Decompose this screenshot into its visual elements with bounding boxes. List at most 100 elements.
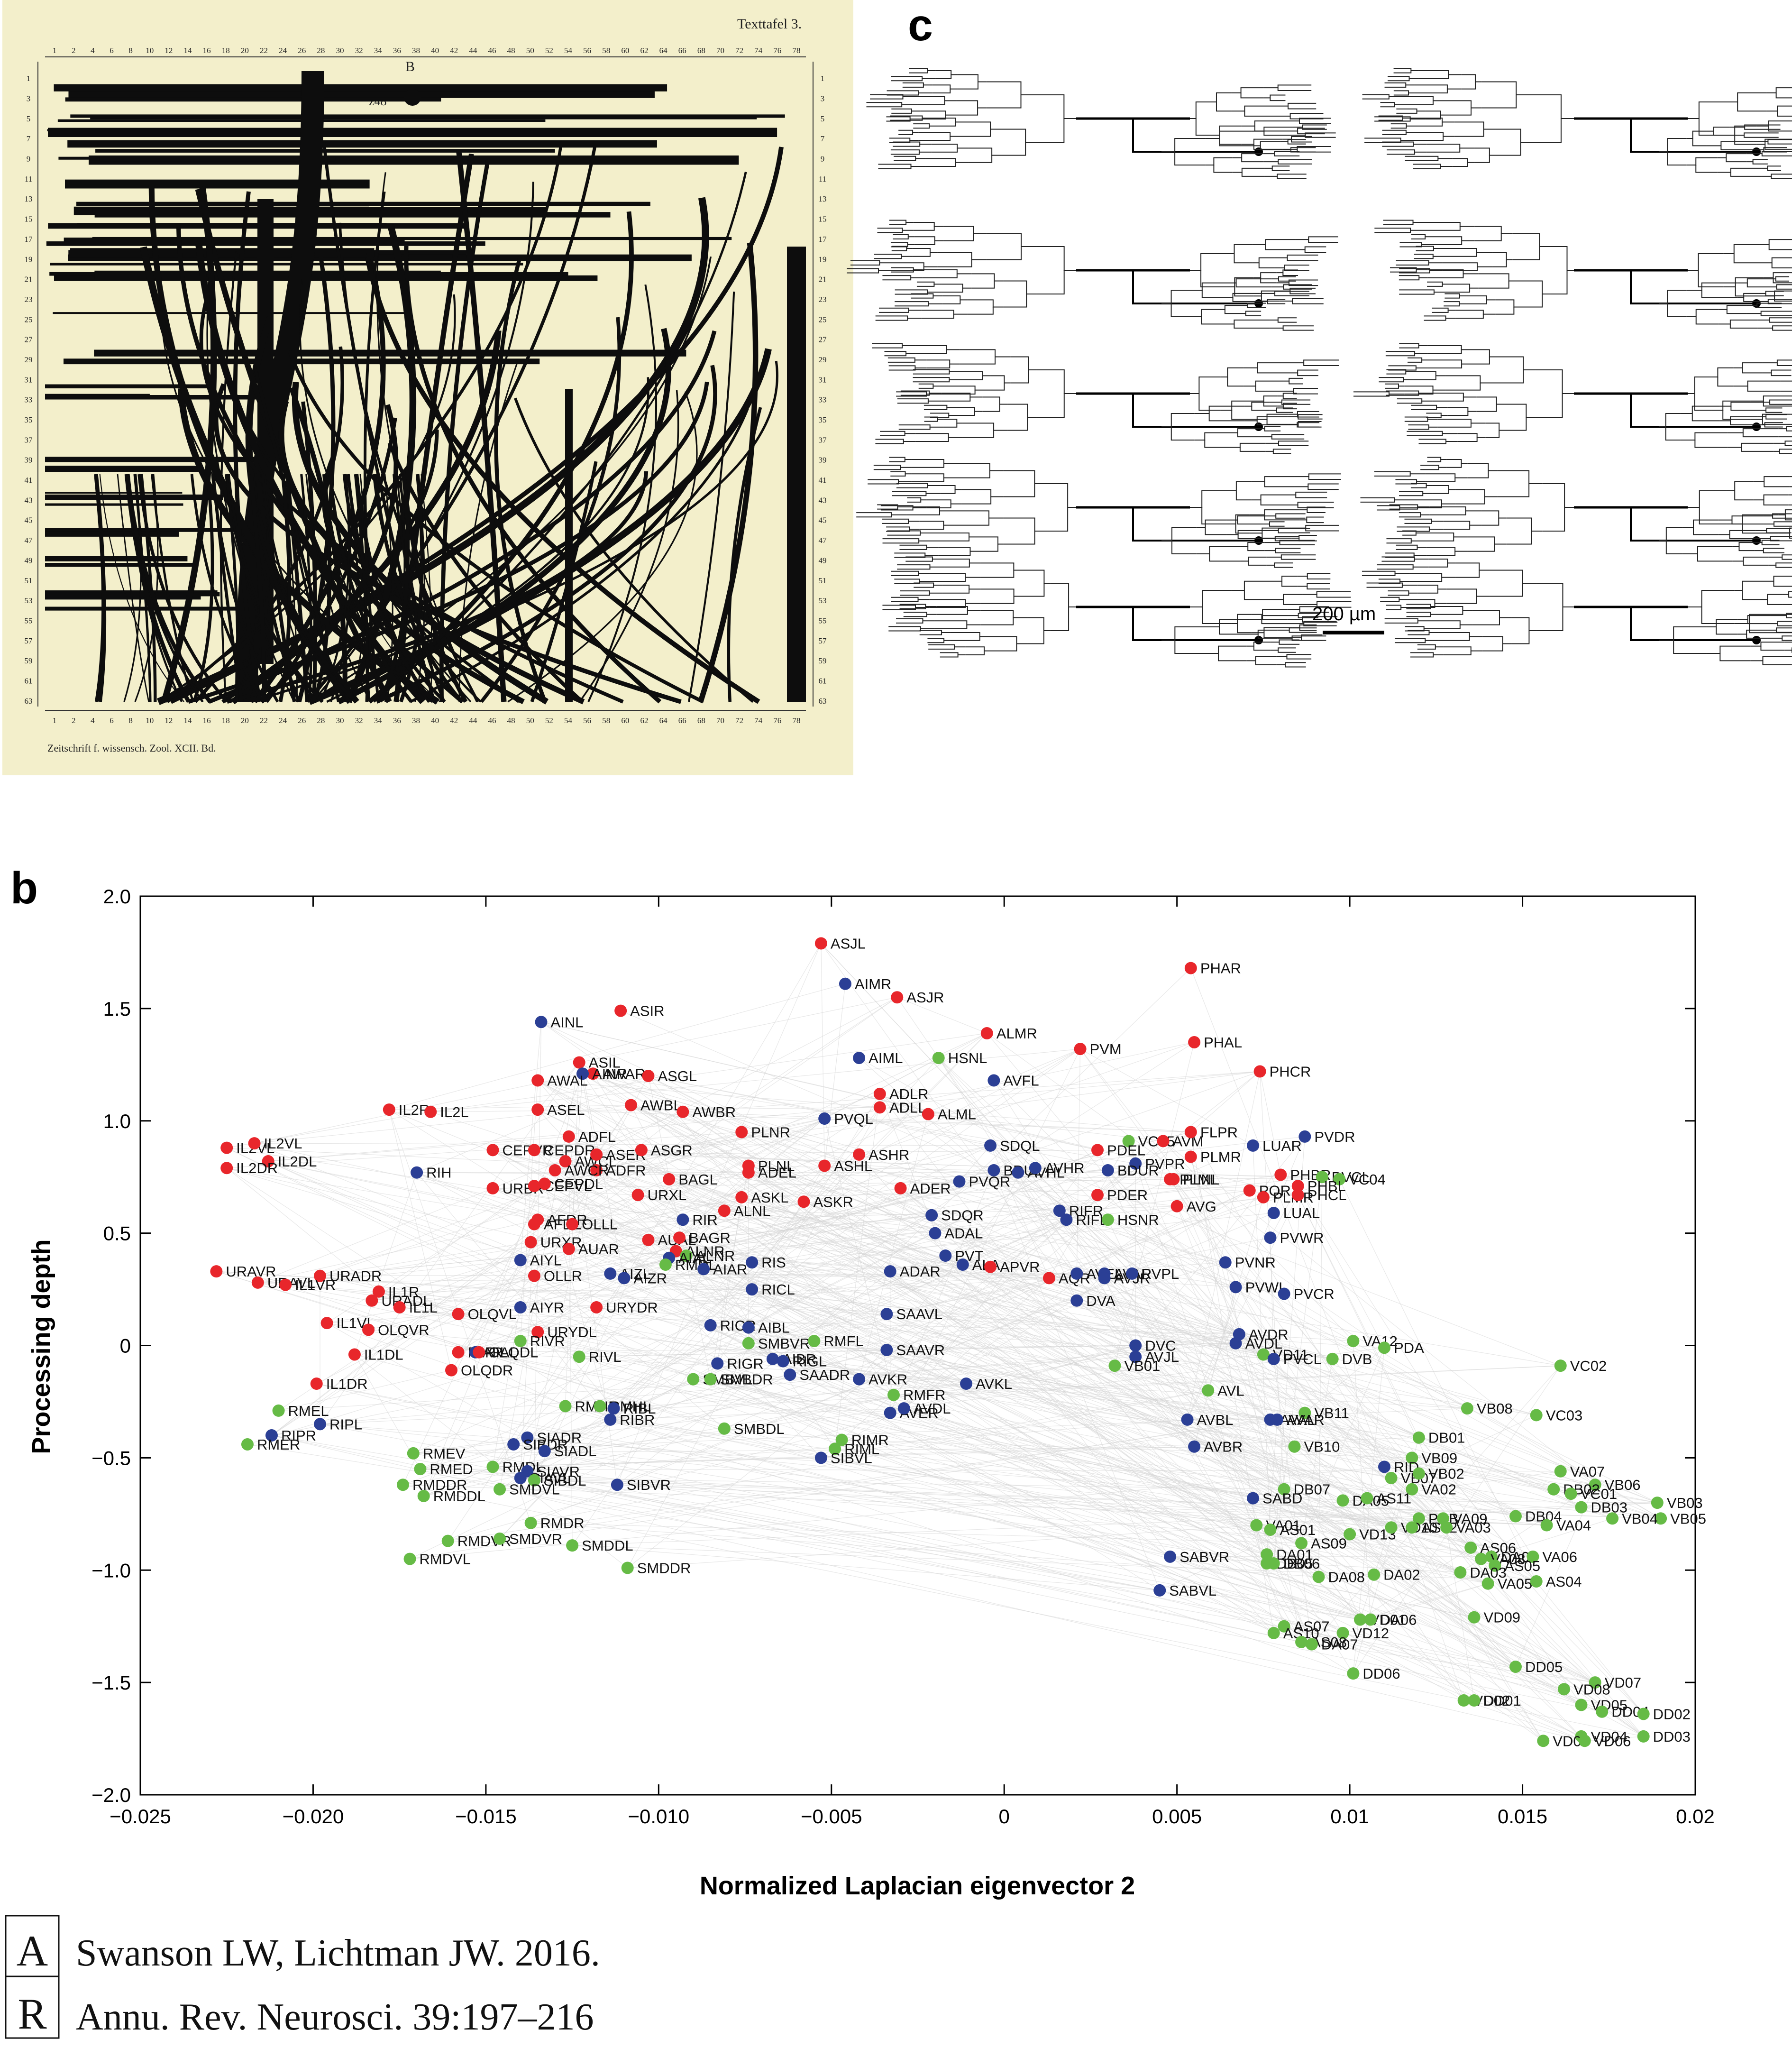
neuron-point — [1129, 1157, 1142, 1170]
y-tick-label: 1.5 — [103, 998, 131, 1020]
neuron-point — [1181, 1413, 1194, 1426]
neuron-label: ALMR — [997, 1025, 1037, 1042]
plate-row-ruler-right: 1357911131517192123252729313335373941434… — [813, 62, 827, 707]
neuron-point — [1575, 1501, 1588, 1514]
neuron-label: RMFR — [903, 1387, 946, 1404]
connection-edge — [741, 1131, 1564, 1690]
connection-edge — [1080, 1048, 1253, 1146]
connection-edge — [1374, 1574, 1536, 1582]
neuron-label: OLQDL — [488, 1344, 538, 1361]
connection-edge — [1128, 1141, 1285, 1626]
neuron-point — [1170, 1200, 1183, 1212]
neuron-point — [1461, 1402, 1473, 1415]
connection-edge — [582, 1073, 835, 1449]
connection-edge — [945, 1255, 1170, 1557]
neuron-label: IL2R — [399, 1102, 430, 1118]
neuron-point — [853, 1052, 866, 1065]
connection-edge — [648, 1075, 1136, 1357]
connection-edge — [783, 968, 1191, 1362]
connection-edge — [544, 1113, 928, 1184]
nerve-fiber — [688, 291, 735, 702]
connection-edge — [1135, 1356, 1644, 1737]
neuron-label: VC03 — [1546, 1407, 1583, 1423]
neuron-point — [1575, 1699, 1588, 1711]
neuron-point — [1412, 1431, 1425, 1444]
connection-edge — [751, 1262, 1419, 1519]
connection-edge — [617, 1273, 1133, 1485]
neuron-point — [1651, 1497, 1664, 1509]
connection-edge — [493, 1215, 932, 1467]
neuron-label: IL2L — [440, 1104, 468, 1120]
plate-col-number: 42 — [450, 716, 458, 725]
neuron-label: VD12 — [1353, 1625, 1390, 1642]
neuron-point — [604, 1413, 617, 1426]
connection-edge — [703, 1268, 1263, 1355]
neuron-label: DA06 — [1380, 1611, 1417, 1628]
neuron-point — [1440, 1521, 1453, 1534]
plate-row-number: 33 — [819, 395, 827, 404]
nerve-fiber — [330, 474, 352, 702]
neuron-point — [939, 1249, 952, 1262]
connection-edge — [990, 1145, 1050, 1278]
neuron-label: APVR — [1000, 1259, 1040, 1276]
plate-row-number: 13 — [25, 194, 33, 203]
connection-edge — [458, 1352, 566, 1406]
neuron-point — [586, 1067, 599, 1080]
neuron-label: VA09 — [1453, 1510, 1488, 1527]
connection-edge — [993, 1080, 1644, 1737]
neuron-label: AIYL — [530, 1252, 562, 1268]
connection-edge — [648, 1075, 711, 1379]
neuron-point — [1091, 1144, 1104, 1157]
neuron-label: AVL — [1217, 1382, 1244, 1399]
connection-edge — [458, 1276, 535, 1353]
connection-edge — [430, 1048, 1080, 1112]
plate-mark-b: B — [405, 59, 415, 74]
connection-edge — [568, 1136, 573, 1546]
connection-edge — [928, 1113, 1098, 1150]
plate-row-number: 11 — [25, 174, 32, 184]
connection-edge — [268, 1161, 1274, 1359]
neuron-label: RIBR — [620, 1412, 655, 1428]
plate-row-number: 51 — [25, 576, 33, 585]
connection-edge — [538, 1080, 1225, 1263]
neuron-label: AWAL — [547, 1072, 588, 1089]
plate-col-number: 54 — [564, 46, 573, 55]
neuron-label: SMBVR — [758, 1335, 810, 1352]
plate-row-number: 43 — [819, 496, 827, 505]
connection-edge — [520, 1022, 542, 1260]
connection-edge — [513, 1444, 1371, 1620]
connection-edge — [1360, 1583, 1488, 1620]
connection-edge — [1077, 1190, 1250, 1274]
neuron-point — [1326, 1352, 1339, 1365]
connection-edge — [254, 1073, 583, 1144]
plate-col-number: 56 — [583, 716, 591, 725]
connection-edge — [572, 1074, 583, 1224]
plate-row-number: 25 — [25, 315, 33, 324]
plate-row-number: 29 — [25, 355, 33, 364]
plate-col-number: 38 — [412, 716, 420, 725]
neuron-label: PLNL — [1183, 1171, 1220, 1188]
plate-col-number: 36 — [393, 716, 401, 725]
neuron-point — [980, 1027, 993, 1039]
plate-row-number: 59 — [25, 656, 33, 665]
neuron-label: DD06 — [1362, 1665, 1400, 1682]
plate-col-number: 62 — [640, 46, 648, 55]
nerve-fiber — [456, 151, 507, 702]
neuron-point — [1406, 1521, 1418, 1534]
neuron-point — [1368, 1568, 1381, 1581]
connection-edge — [451, 1105, 631, 1370]
connection-edge — [990, 1267, 1516, 1667]
neuron-label: RMEL — [288, 1403, 329, 1419]
x-tick-label: −0.005 — [801, 1805, 862, 1828]
connection-edge — [751, 1289, 887, 1350]
neuron-point — [1554, 1465, 1567, 1478]
connection-edge — [1107, 1219, 1595, 1485]
plate-col-number: 78 — [792, 46, 800, 55]
neuron-point — [797, 1195, 810, 1208]
plate-row-number: 39 — [25, 456, 33, 465]
connection-edge — [683, 1111, 1582, 1508]
connection-edge — [544, 1184, 611, 1420]
neuron-label: ALML — [938, 1106, 976, 1123]
connection-edge — [544, 1183, 649, 1240]
neuron-point — [348, 1348, 361, 1361]
